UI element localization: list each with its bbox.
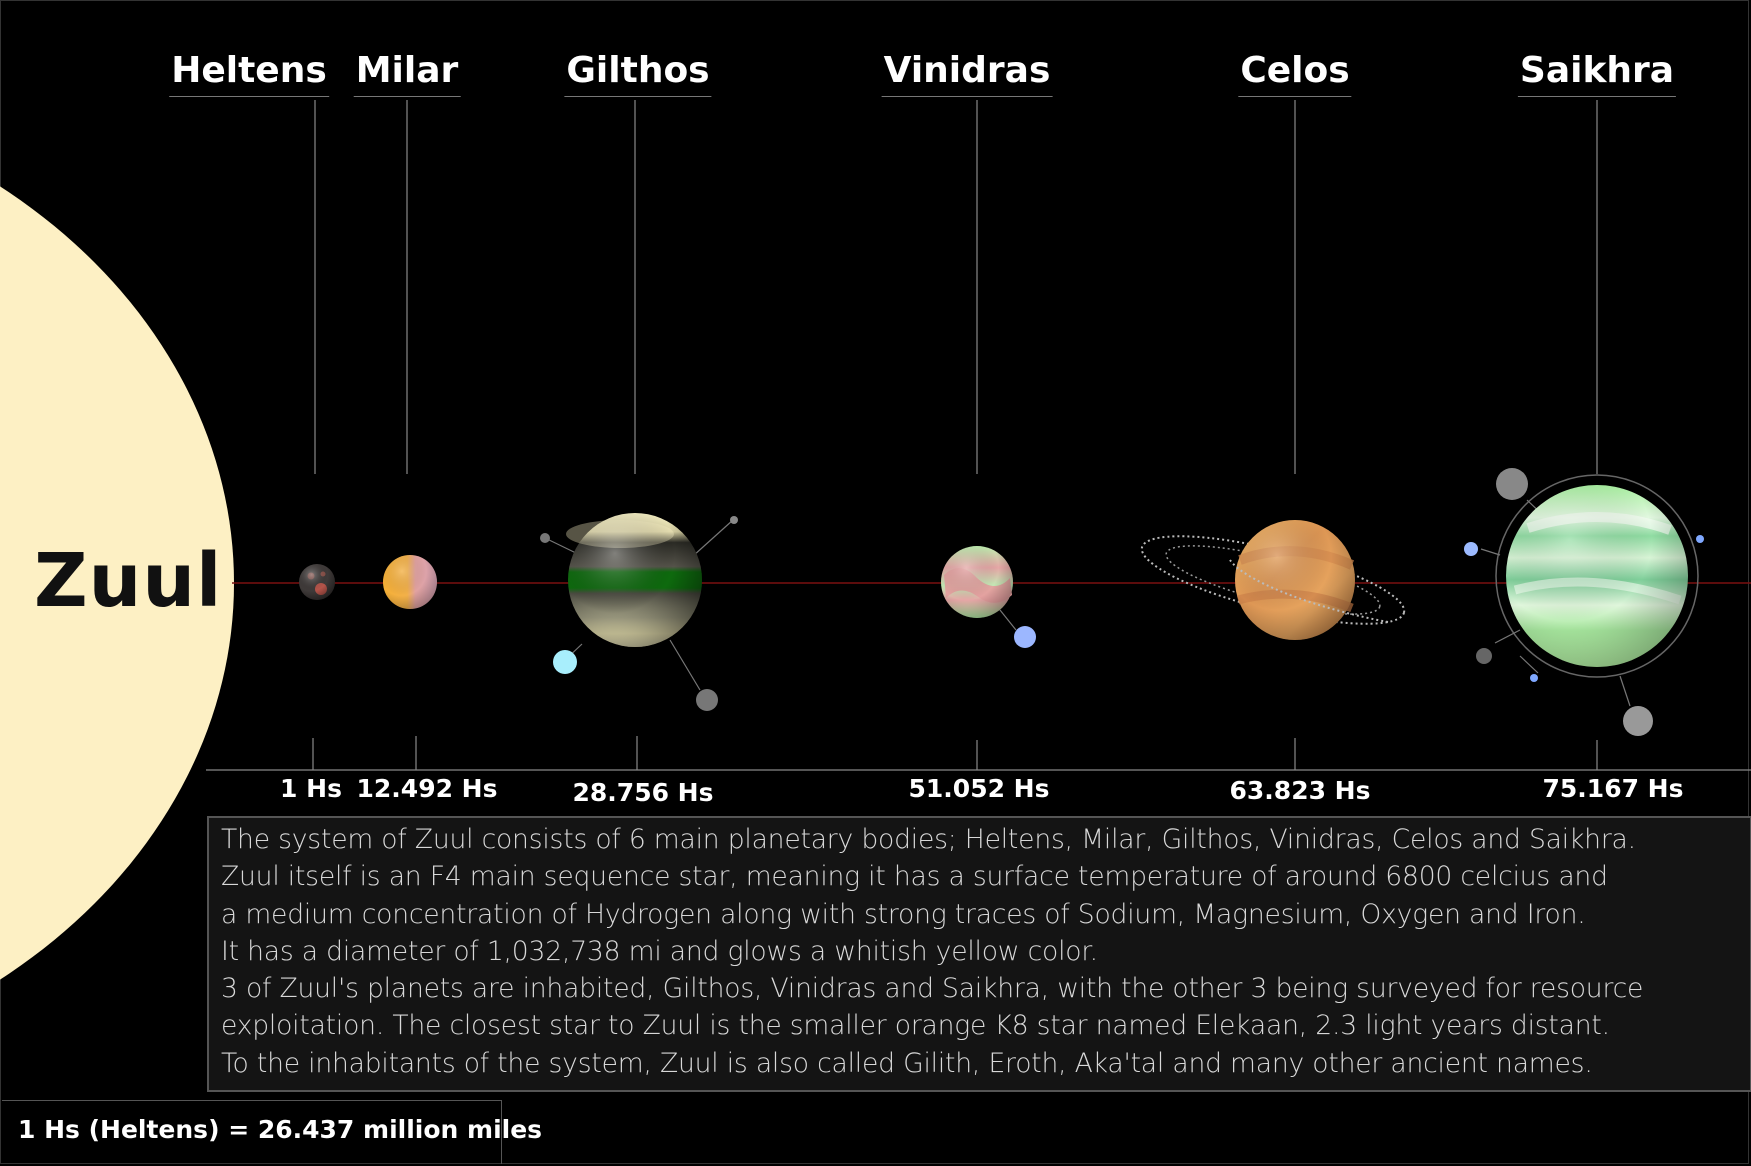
description-line: It has a diameter of 1,032,738 mi and gl… (221, 935, 1098, 967)
planet-name-saikhra: Saikhra (1517, 50, 1677, 97)
distance-label-gilthos: 28.756 Hs (572, 778, 714, 807)
moon (696, 689, 718, 711)
system-description: The system of Zuul consists of 6 main pl… (207, 816, 1751, 1092)
distance-label-celos: 63.823 Hs (1229, 776, 1371, 805)
distance-axis (206, 736, 1751, 771)
description-line: a medium concentration of Hydrogen along… (221, 898, 1586, 930)
planet-name-heltens: Heltens (169, 50, 329, 97)
leader-lines (314, 100, 1598, 474)
scale-note: 1 Hs (Heltens) = 26.437 million miles (2, 1100, 542, 1164)
moon (553, 650, 577, 674)
planet-milar (383, 555, 437, 609)
planet-name-celos: Celos (1238, 50, 1353, 97)
description-line: exploitation. The closest star to Zuul i… (221, 1010, 1610, 1042)
distance-label-saikhra: 75.167 Hs (1542, 774, 1684, 803)
moon (1623, 706, 1653, 736)
distance-label-heltens: 1 Hs (280, 774, 342, 803)
star-name: Zuul (34, 538, 223, 624)
description-line: The system of Zuul consists of 6 main pl… (221, 824, 1636, 855)
description-line: To the inhabitants of the system, Zuul i… (221, 1047, 1593, 1079)
planet-name-vinidras: Vinidras (881, 50, 1053, 97)
moon (730, 516, 738, 524)
planet-vinidras (941, 546, 1036, 648)
distance-label-vinidras: 51.052 Hs (908, 774, 1050, 803)
moon (1496, 468, 1528, 500)
planet-name-gilthos: Gilthos (564, 50, 712, 97)
planet-celos (1140, 520, 1406, 640)
description-line: 3 of Zuul's planets are inhabited, Gilth… (221, 973, 1644, 1005)
moon (1014, 626, 1036, 648)
planet-heltens (299, 564, 335, 600)
moon (1696, 535, 1704, 543)
moon (1464, 542, 1478, 556)
planet-gilthos (540, 513, 738, 711)
moon (540, 533, 550, 543)
moon (1530, 674, 1538, 682)
planet-name-milar: Milar (353, 50, 460, 97)
star-body (0, 186, 234, 980)
moon (1476, 648, 1492, 664)
planet-saikhra (1464, 468, 1704, 736)
description-line: Zuul itself is an F4 main sequence star,… (221, 861, 1608, 893)
distance-label-milar: 12.492 Hs (356, 774, 498, 803)
